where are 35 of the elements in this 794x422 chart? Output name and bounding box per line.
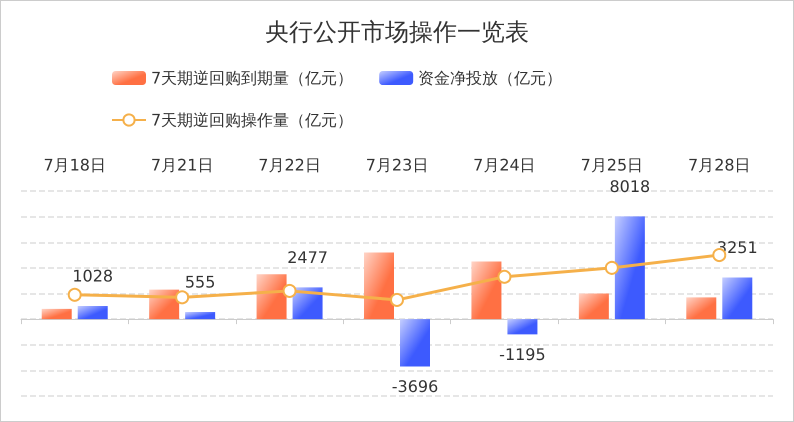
- point: [68, 288, 82, 302]
- legend-label: 7天期逆回购操作量（亿元）: [151, 110, 354, 130]
- data-label: 8018: [610, 176, 650, 196]
- bar: [471, 261, 502, 320]
- x-tick-label: 7月22日: [258, 156, 321, 174]
- x-tick-label: 7月21日: [150, 156, 214, 174]
- data-label: 2477: [287, 248, 328, 267]
- bar: [42, 308, 72, 320]
- bar: [614, 216, 645, 320]
- data-label: 1028: [72, 266, 114, 286]
- point: [497, 270, 512, 284]
- x-tick-label: 7月28日: [688, 156, 751, 174]
- point: [282, 284, 297, 298]
- point: [390, 292, 404, 307]
- bar: [256, 274, 287, 320]
- point: [604, 260, 619, 275]
- legend-label: 7天期逆回购到期量（亿元）: [151, 68, 354, 88]
- x-tick-label: 7月24日: [473, 156, 536, 174]
- bar: [686, 297, 716, 320]
- data-label: -1195: [499, 344, 546, 364]
- data-label: 555: [184, 272, 216, 292]
- bar: [185, 312, 216, 320]
- point: [175, 290, 190, 304]
- chart-title: 央行公开市场操作一览表: [265, 18, 529, 46]
- x-tick-label: 7月18日: [43, 156, 106, 174]
- bar: [722, 277, 752, 320]
- x-tick-label: 7月25日: [580, 156, 644, 174]
- data-label: -3696: [392, 376, 438, 396]
- legend-label: 资金净投放（亿元）: [418, 68, 562, 88]
- bar: [364, 252, 394, 320]
- bar: [400, 319, 430, 366]
- bar: [578, 294, 609, 320]
- bar: [507, 319, 538, 334]
- x-tick-label: 7月23日: [366, 156, 428, 174]
- bar: [78, 306, 108, 320]
